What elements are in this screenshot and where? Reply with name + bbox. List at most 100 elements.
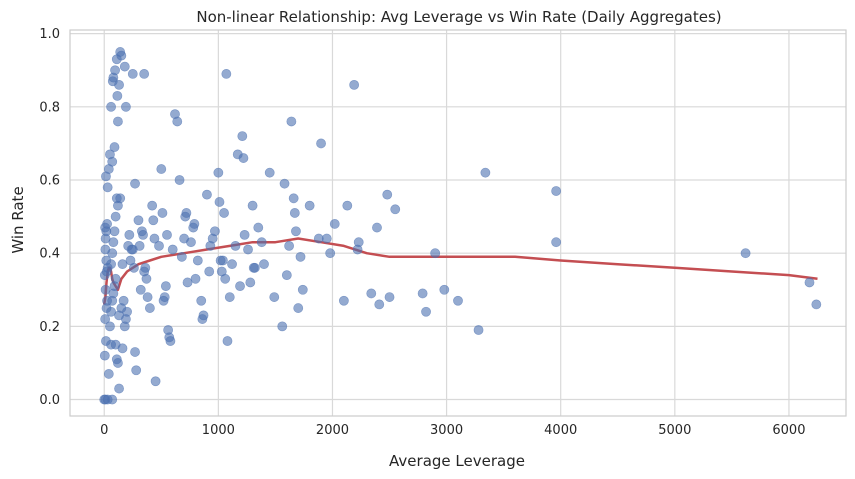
- scatter-point: [214, 197, 225, 207]
- scatter-point: [230, 240, 241, 251]
- scatter-point: [473, 325, 484, 335]
- scatter-point: [129, 262, 139, 273]
- y-tick-label: 0.4: [39, 247, 60, 262]
- scatter-point: [124, 229, 135, 240]
- scatter-point: [227, 259, 237, 270]
- scatter-point: [382, 189, 393, 200]
- scatter-point: [384, 292, 395, 302]
- scatter-point: [106, 259, 116, 270]
- scatter-point: [221, 69, 232, 79]
- scatter-point: [256, 237, 267, 248]
- scatter-point: [109, 142, 120, 152]
- scatter-point: [253, 222, 264, 233]
- scatter-point: [138, 229, 148, 240]
- scatter-point: [390, 204, 401, 215]
- scatter-point: [147, 200, 158, 211]
- scatter-point: [190, 273, 201, 284]
- scatter-point: [259, 259, 269, 270]
- scatter-point: [342, 200, 353, 211]
- scatter-point: [264, 167, 275, 178]
- scatter-point: [117, 343, 128, 354]
- scatter-point: [192, 255, 203, 266]
- scatter-point: [222, 336, 233, 346]
- scatter-point: [338, 295, 349, 306]
- scatter-point: [102, 182, 113, 193]
- scatter-point: [150, 376, 161, 387]
- scatter-point: [110, 211, 121, 222]
- plot-area: [70, 30, 846, 416]
- y-tick-label: 0.6: [39, 174, 60, 189]
- scatter-point: [219, 208, 229, 218]
- scatter-point: [140, 262, 151, 273]
- scatter-point: [135, 284, 146, 295]
- scatter-point: [130, 347, 140, 357]
- scatter-point: [277, 321, 288, 332]
- scatter-point: [108, 237, 119, 248]
- x-tick-label: 5000: [658, 423, 691, 438]
- x-tick-label: 0: [100, 423, 108, 438]
- scatter-point: [107, 394, 118, 405]
- scatter-point: [243, 244, 253, 255]
- scatter-point: [176, 251, 187, 262]
- scatter-point: [133, 215, 144, 226]
- scatter-point: [329, 219, 340, 229]
- scatter-point: [804, 277, 815, 288]
- scatter-point: [289, 208, 300, 218]
- scatter-point: [162, 229, 172, 240]
- scatter-point: [148, 215, 159, 226]
- axes-frame: [69, 29, 847, 417]
- scatter-point: [112, 90, 123, 101]
- scatter-point: [325, 248, 336, 259]
- scatter-point: [740, 248, 751, 259]
- scatter-point: [106, 306, 116, 317]
- x-tick-label: 4000: [544, 423, 577, 438]
- scatter-point: [139, 69, 150, 79]
- scatter-point: [480, 167, 491, 178]
- scatter-point: [189, 219, 200, 229]
- plot-border: [69, 29, 847, 417]
- x-tick-label: 1000: [202, 423, 235, 438]
- scatter-point: [149, 233, 160, 244]
- scatter-point: [353, 237, 364, 248]
- y-axis-label: Win Rate: [9, 186, 27, 253]
- scatter-point: [210, 226, 220, 237]
- scatter-point: [167, 244, 178, 255]
- scatter-point: [131, 365, 142, 376]
- scatter-point: [218, 255, 228, 266]
- y-tick-label: 0.2: [39, 320, 60, 335]
- y-tick-label: 0.8: [39, 100, 60, 115]
- scatter-point: [295, 251, 306, 262]
- y-tick-label: 1.0: [39, 27, 60, 42]
- scatter-point: [239, 229, 250, 240]
- scatter-point: [297, 284, 308, 295]
- scatter-point: [113, 116, 123, 127]
- scatter-point: [269, 292, 280, 302]
- scatter-point: [144, 303, 155, 313]
- scatter-point: [121, 101, 131, 112]
- x-tick-label: 2000: [316, 423, 349, 438]
- x-axis-label: Average Leverage: [389, 452, 525, 470]
- scatter-point: [118, 295, 129, 306]
- scatter-point: [111, 354, 122, 365]
- scatter-point: [316, 138, 326, 149]
- x-tick-labels: 0 1000 2000 3000 4000 5000 6000: [100, 423, 805, 438]
- scatter-point: [430, 248, 441, 259]
- scatter-point: [182, 277, 193, 288]
- x-tick-label: 3000: [430, 423, 463, 438]
- scatter-point: [238, 153, 249, 163]
- scatter-point: [196, 295, 207, 306]
- scatter-point: [109, 226, 120, 237]
- scatter-point: [186, 237, 196, 248]
- scatter-point: [372, 222, 382, 233]
- scatter-point: [421, 306, 431, 317]
- scatter-point: [249, 262, 260, 273]
- scatter-point: [237, 131, 248, 142]
- scatter-point: [204, 266, 215, 277]
- scatter-points: [99, 47, 822, 405]
- scatter-point: [181, 208, 192, 218]
- scatter-point: [174, 175, 185, 185]
- scatter-point: [106, 101, 116, 112]
- scatter-point: [103, 369, 114, 379]
- scatter-point: [157, 208, 168, 218]
